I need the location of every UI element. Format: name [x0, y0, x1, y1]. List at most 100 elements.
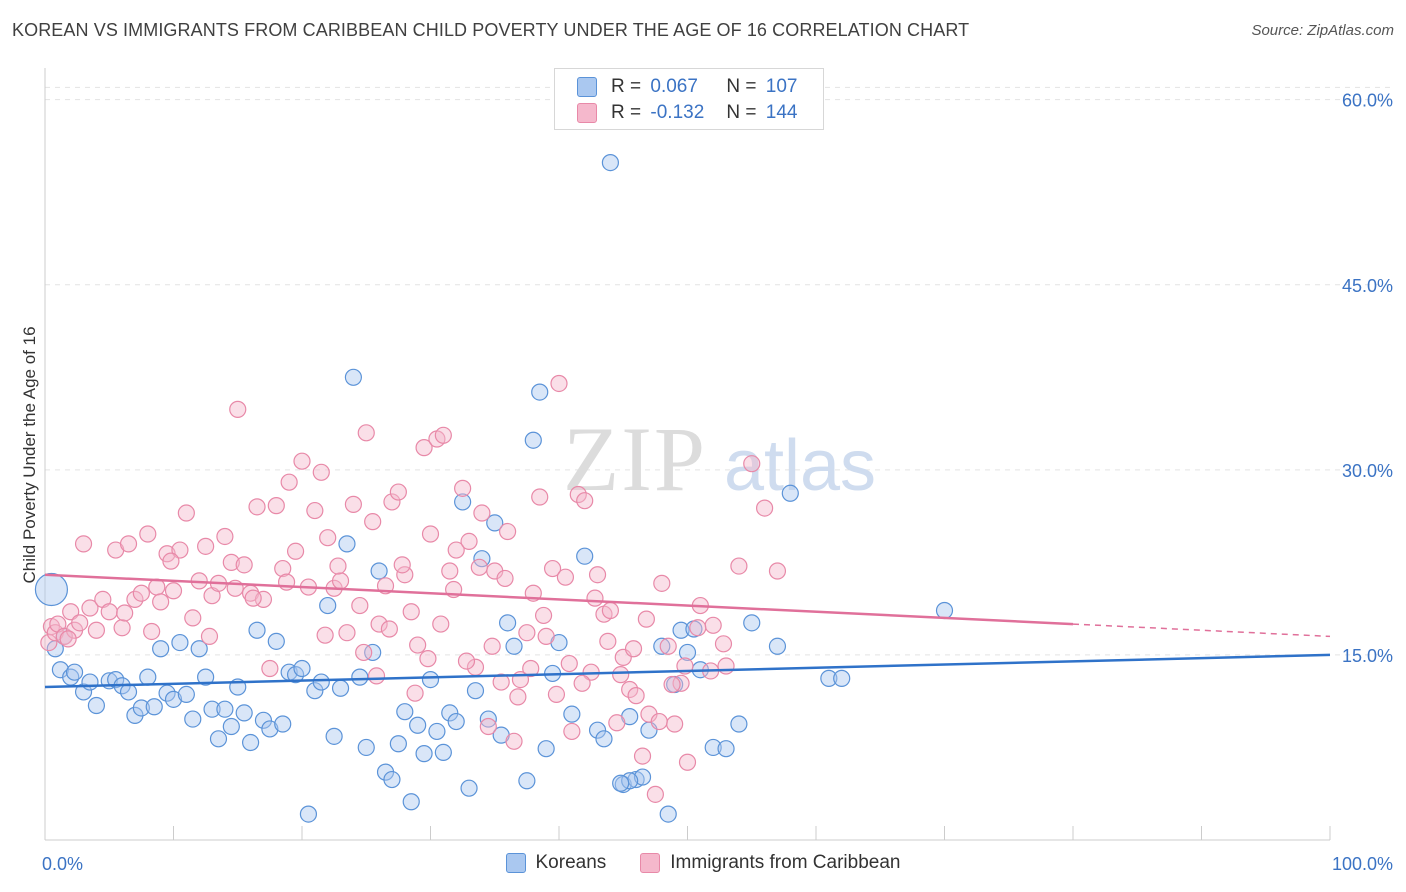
korean-point [612, 774, 630, 792]
caribbean-point [364, 513, 382, 531]
caribbean-point [743, 455, 761, 473]
caribbean-point [312, 463, 330, 481]
korean-point [659, 805, 677, 823]
caribbean-point [248, 498, 266, 516]
caribbean-point [357, 424, 375, 442]
trend-line-caribbean [44, 573, 1074, 626]
korean-point [524, 431, 542, 449]
caribbean-point [244, 589, 262, 607]
watermark-atlas: atlas [724, 426, 876, 506]
korean-point [177, 685, 195, 704]
caribbean-point [316, 626, 334, 644]
trend-layer [44, 573, 1331, 689]
caribbean-point [492, 673, 510, 691]
caribbean-point [689, 619, 707, 637]
korean-point [601, 154, 620, 172]
legend-label-caribbean: Immigrants from Caribbean [670, 852, 901, 873]
caribbean-point [563, 722, 581, 741]
caribbean-point [393, 556, 411, 574]
caribbean-point [550, 374, 568, 393]
korean-point [518, 772, 536, 790]
caribbean-point [71, 614, 89, 632]
caribbean-point [560, 654, 578, 673]
korean-point [499, 614, 517, 632]
caribbean-point [177, 504, 195, 522]
korean-point [531, 383, 549, 401]
caribbean-point [432, 615, 450, 633]
caribbean-point [556, 568, 575, 586]
caribbean-point [229, 400, 247, 418]
legend-swatch-caribbean [640, 853, 661, 873]
caribbean-point [216, 527, 234, 546]
legend-n-value: 107 [765, 76, 798, 97]
korean-point [396, 703, 414, 721]
korean-point [319, 596, 337, 615]
caribbean-point [402, 603, 420, 621]
caribbean-point [447, 541, 465, 559]
caribbean-point [406, 684, 424, 702]
caribbean-point [460, 532, 478, 551]
tick-label-layer: 15.0% 30.0% 45.0% 60.0% 0.0% 100.0% [42, 91, 1393, 874]
stats-legend: R = 0.067 N = 107 R = -0.132 N = 144 [554, 68, 824, 130]
legend-swatch-caribbean [577, 103, 597, 123]
korean-point [389, 735, 407, 753]
korean-point [357, 738, 375, 757]
korean-point [833, 669, 851, 687]
caribbean-point [522, 659, 540, 678]
korean-point [197, 668, 215, 686]
caribbean-point [200, 627, 219, 646]
caribbean-point [222, 553, 240, 571]
korean-point [704, 738, 722, 757]
caribbean-point [100, 603, 118, 621]
caribbean-point [367, 667, 386, 685]
korean-point [383, 770, 401, 789]
korean-point [248, 621, 266, 639]
caribbean-point [132, 584, 150, 602]
caribbean-point [306, 501, 324, 520]
korean-point [743, 614, 761, 632]
caribbean-point [351, 596, 369, 615]
caribbean-point [518, 624, 536, 642]
caribbean-point [286, 542, 305, 560]
caribbean-point [624, 640, 643, 658]
caribbean-point [672, 674, 690, 692]
caribbean-point [162, 552, 180, 570]
legend-item-koreans[interactable]: Koreans [505, 852, 606, 874]
caribbean-point [666, 715, 684, 733]
korean-point [537, 740, 555, 758]
caribbean-point [184, 609, 202, 627]
caribbean-point [569, 485, 587, 504]
caribbean-point [573, 674, 591, 692]
legend-item-caribbean[interactable]: Immigrants from Caribbean [640, 852, 900, 874]
caribbean-point [389, 483, 407, 501]
korean-point [87, 696, 106, 715]
points-layer [34, 154, 954, 823]
caribbean-point [650, 712, 668, 731]
x-tick-label-max: 100.0% [1332, 854, 1393, 874]
korean-point [460, 779, 478, 797]
korean-point [486, 514, 504, 532]
korean-point [331, 679, 350, 697]
caribbean-point [139, 525, 157, 543]
korean-point [132, 699, 150, 717]
caribbean-point [409, 636, 427, 654]
korean-point [267, 632, 285, 650]
korean-point [415, 745, 433, 763]
caribbean-point [601, 601, 620, 620]
caribbean-point [62, 603, 80, 621]
korean-point [447, 712, 465, 731]
korean-point [505, 637, 523, 655]
caribbean-point [637, 610, 655, 628]
y-tick-label: 45.0% [1342, 276, 1393, 296]
caribbean-point [197, 537, 215, 555]
series-legend: Koreans Immigrants from Caribbean [0, 852, 1406, 874]
korean-point [428, 722, 446, 741]
caribbean-point [143, 622, 161, 641]
caribbean-point [370, 615, 388, 633]
caribbean-point [280, 473, 298, 491]
legend-r-label: R = [611, 102, 642, 123]
caribbean-point [678, 753, 697, 771]
caribbean-point [479, 717, 497, 736]
caribbean-point [663, 675, 681, 694]
caribbean-point [704, 616, 722, 634]
